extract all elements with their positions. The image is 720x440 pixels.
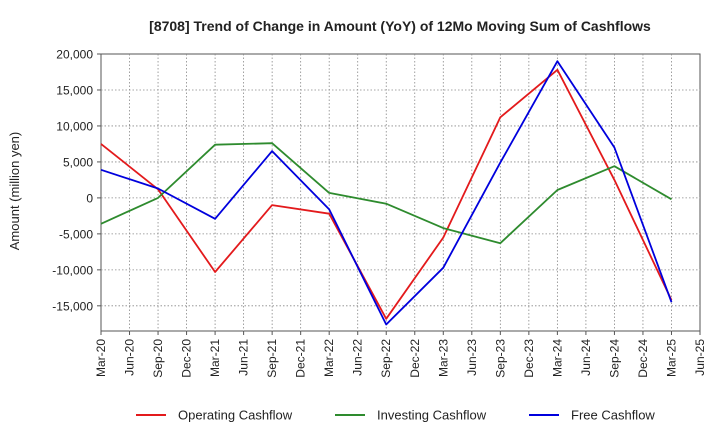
x-tick-label: Jun-24 bbox=[579, 339, 593, 376]
y-tick-label: -5,000 bbox=[59, 227, 93, 241]
y-tick-label: -15,000 bbox=[52, 299, 93, 313]
legend-label-free-cashflow: Free Cashflow bbox=[571, 408, 655, 423]
plot-frame bbox=[100, 53, 701, 332]
x-tick-label: Mar-21 bbox=[208, 339, 222, 377]
y-axis: 20,000 15,000 10,000 5,000 0 -5,000 -10,000 -15… bbox=[52, 48, 101, 313]
x-tick-label: Mar-20 bbox=[94, 339, 108, 377]
operating-cashflow-line bbox=[100, 68, 673, 320]
y-axis-label: Amount (million yen) bbox=[7, 132, 22, 251]
y-tick-label: 5,000 bbox=[63, 155, 93, 169]
x-tick-label: Jun-23 bbox=[465, 339, 479, 376]
x-tick-label: Dec-20 bbox=[180, 339, 194, 378]
legend-label-investing-cashflow: Investing Cashflow bbox=[377, 408, 487, 423]
x-tick-label: Dec-23 bbox=[522, 339, 536, 378]
legend: Operating Cashflow Investing Cashflow Free… bbox=[136, 408, 655, 423]
y-tick-label: -10,000 bbox=[52, 263, 93, 277]
y-tick-label: 0 bbox=[86, 191, 93, 205]
x-tick-label: Jun-20 bbox=[123, 339, 137, 376]
x-tick-label: Jun-21 bbox=[237, 339, 251, 376]
x-tick-label: Jun-22 bbox=[351, 339, 365, 376]
x-tick-label: Sep-24 bbox=[607, 339, 621, 378]
x-tick-label: Mar-23 bbox=[436, 339, 450, 377]
grid bbox=[101, 54, 700, 331]
x-tick-label: Dec-24 bbox=[636, 339, 650, 378]
x-tick-label: Dec-22 bbox=[408, 339, 422, 378]
series-lines bbox=[100, 60, 673, 326]
plot-area bbox=[100, 53, 701, 332]
chart-title: [8708] Trend of Change in Amount (YoY) o… bbox=[149, 18, 651, 34]
x-axis: Mar-20 Jun-20 Sep-20 Dec-20 Mar-21 Jun-21 Sep-… bbox=[94, 331, 707, 378]
x-tick-label: Mar-25 bbox=[664, 339, 678, 377]
y-tick-label: 15,000 bbox=[56, 83, 93, 97]
x-tick-label: Sep-22 bbox=[379, 339, 393, 378]
x-tick-label: Sep-23 bbox=[493, 339, 507, 378]
y-tick-label: 10,000 bbox=[56, 119, 93, 133]
x-tick-label: Jun-25 bbox=[693, 339, 707, 376]
y-tick-label: 20,000 bbox=[56, 48, 93, 62]
x-tick-label: Mar-24 bbox=[550, 339, 564, 377]
x-tick-label: Sep-21 bbox=[265, 339, 279, 378]
free-cashflow-line bbox=[100, 60, 673, 326]
x-tick-label: Sep-20 bbox=[151, 339, 165, 378]
legend-label-operating-cashflow: Operating Cashflow bbox=[178, 408, 293, 423]
x-tick-label: Dec-21 bbox=[294, 339, 308, 378]
x-tick-label: Mar-22 bbox=[322, 339, 336, 377]
investing-cashflow-line bbox=[100, 142, 672, 245]
